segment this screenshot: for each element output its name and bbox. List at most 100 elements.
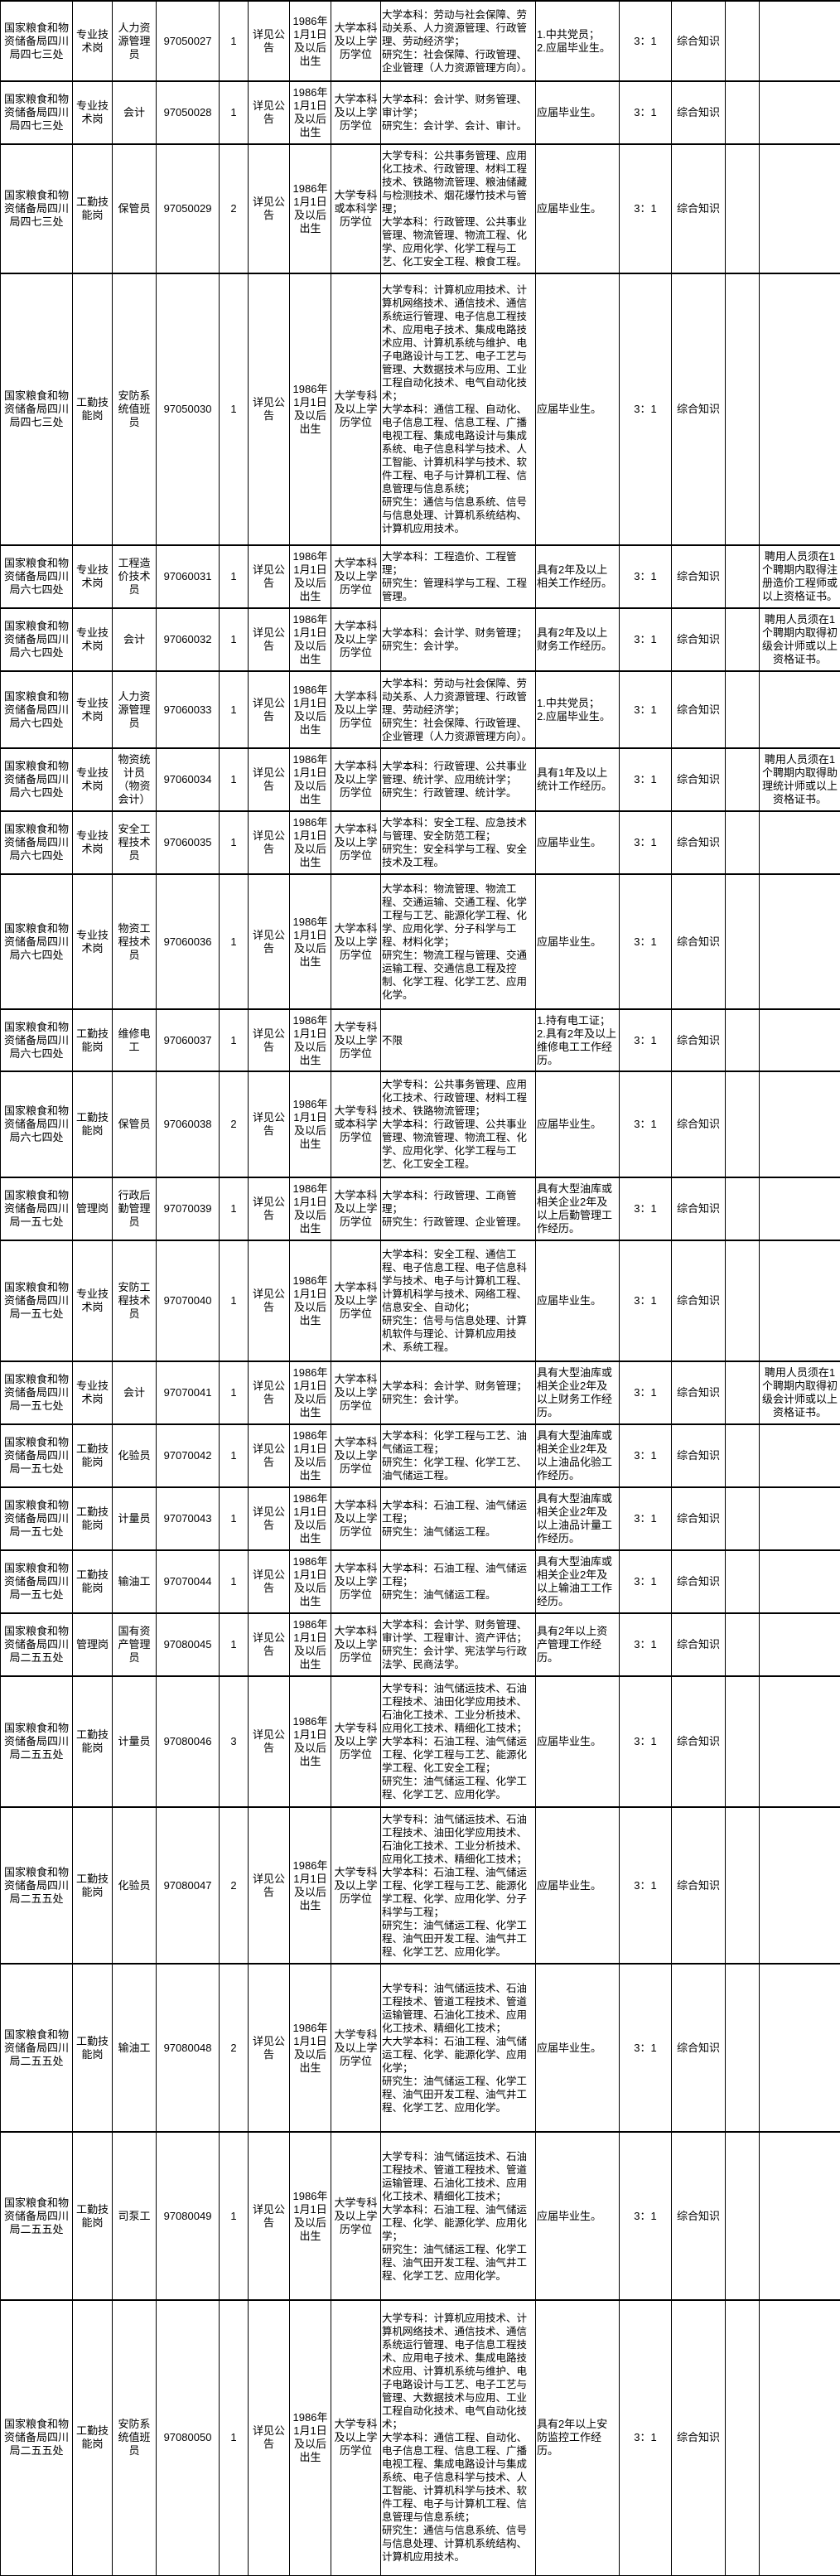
category-cell: 专业技术岗 — [73, 1, 113, 81]
unit-cell: 国家粮食和物资储备局四川局二五五处 — [1, 1807, 73, 1964]
position-code-cell: 97060037 — [157, 1009, 220, 1071]
exam-subject-cell: 综合知识 — [672, 2132, 726, 2300]
empty-cell — [726, 2132, 760, 2300]
category-cell: 专业技术岗 — [73, 1240, 113, 1361]
category-cell: 工勤技能岗 — [73, 1807, 113, 1964]
position-code-cell: 97070044 — [157, 1550, 220, 1613]
birth-requirement-cell: 1986年1月1日及以后出生 — [290, 2300, 331, 2575]
category-cell: 工勤技能岗 — [73, 273, 113, 545]
ratio-cell: 3：1 — [620, 1361, 672, 1424]
exam-subject-cell: 综合知识 — [672, 81, 726, 144]
note-cell — [760, 1240, 840, 1361]
other-requirement-cell: 1.持有电工证； 2.具有2年及以上维修电工工作经历。 — [536, 1009, 620, 1071]
empty-cell — [726, 1009, 760, 1071]
position-cell: 保管员 — [113, 144, 157, 273]
birth-requirement-cell: 1986年1月1日及以后出生 — [290, 1807, 331, 1964]
other-requirement-cell: 应届毕业生。 — [536, 811, 620, 874]
other-requirement-cell: 具有大型油库或相关企业2年及以上油品计量工作经历。 — [536, 1487, 620, 1550]
position-code-cell: 97070040 — [157, 1240, 220, 1361]
position-code-cell: 97050029 — [157, 144, 220, 273]
position-cell: 计量员 — [113, 1487, 157, 1550]
education-cell: 大学本科及以上学历学位 — [331, 1, 381, 81]
position-cell: 输油工 — [113, 1964, 157, 2132]
major-cell: 大学本科：物流管理、物流工程、交通运输、交通工程、化学工程与工艺、能源化学工程、… — [381, 874, 536, 1009]
exam-subject-cell: 综合知识 — [672, 1613, 726, 1676]
birth-requirement-cell: 1986年1月1日及以后出生 — [290, 1487, 331, 1550]
empty-cell — [726, 1361, 760, 1424]
major-cell: 大学本科：工程造价、工程管理； 研究生：管理科学与工程、工程管理。 — [381, 545, 536, 608]
ratio-cell: 3：1 — [620, 1613, 672, 1676]
requirement-cell: 详见公告 — [249, 1009, 290, 1071]
note-cell — [760, 1676, 840, 1807]
note-cell: 聘用人员须在1个聘期内取得助理统计师或以上资格证书。 — [760, 748, 840, 811]
requirement-cell: 详见公告 — [249, 811, 290, 874]
category-cell: 工勤技能岗 — [73, 1550, 113, 1613]
category-cell: 管理岗 — [73, 1613, 113, 1676]
headcount-cell: 1 — [220, 1240, 249, 1361]
empty-cell — [726, 273, 760, 545]
position-cell: 行政后勤管理员 — [113, 1177, 157, 1240]
empty-cell — [726, 1613, 760, 1676]
note-cell: 聘用人员须在1个聘期内取得初级会计师或以上资格证书。 — [760, 1361, 840, 1424]
ratio-cell: 3：1 — [620, 1071, 672, 1177]
other-requirement-cell: 应届毕业生。 — [536, 1807, 620, 1964]
major-cell: 大学本科：劳动与社会保障、劳动关系、人力资源管理、行政管理、劳动经济学； 研究生… — [381, 1, 536, 81]
note-cell: 聘用人员须在1个聘期内取得初级会计师或以上资格证书。 — [760, 608, 840, 671]
requirement-cell: 详见公告 — [249, 874, 290, 1009]
requirement-cell: 详见公告 — [249, 2132, 290, 2300]
position-code-cell: 97080045 — [157, 1613, 220, 1676]
other-requirement-cell: 应届毕业生。 — [536, 874, 620, 1009]
headcount-cell: 1 — [220, 1487, 249, 1550]
requirement-cell: 详见公告 — [249, 1240, 290, 1361]
category-cell: 工勤技能岗 — [73, 1676, 113, 1807]
empty-cell — [726, 545, 760, 608]
category-cell: 工勤技能岗 — [73, 1071, 113, 1177]
major-cell: 大学本科：会计学、财务管理、审计学、工程审计、资产评估； 研究生：会计学、宪法学… — [381, 1613, 536, 1676]
empty-cell — [726, 874, 760, 1009]
category-cell: 专业技术岗 — [73, 874, 113, 1009]
headcount-cell: 2 — [220, 1964, 249, 2132]
unit-cell: 国家粮食和物资储备局四川局一五七处 — [1, 1361, 73, 1424]
note-cell — [760, 671, 840, 748]
education-cell: 大学本科及以上学历学位 — [331, 1550, 381, 1613]
empty-cell — [726, 1807, 760, 1964]
unit-cell: 国家粮食和物资储备局四川局二五五处 — [1, 1676, 73, 1807]
empty-cell — [726, 1964, 760, 2132]
education-cell: 大学本科及以上学历学位 — [331, 811, 381, 874]
education-cell: 大学本科及以上学历学位 — [331, 1361, 381, 1424]
ratio-cell: 3：1 — [620, 545, 672, 608]
unit-cell: 国家粮食和物资储备局四川局六七四处 — [1, 811, 73, 874]
ratio-cell: 3：1 — [620, 1, 672, 81]
headcount-cell: 2 — [220, 144, 249, 273]
position-cell: 计量员 — [113, 1676, 157, 1807]
other-requirement-cell: 具有2年以上安防监控工作经历。 — [536, 2300, 620, 2575]
major-cell: 大学专科：油气储运技术、石油工程技术、油田化学应用技术、石油化工技术、工业分析技… — [381, 1676, 536, 1807]
education-cell: 大学专科及以上学历学位 — [331, 1807, 381, 1964]
birth-requirement-cell: 1986年1月1日及以后出生 — [290, 671, 331, 748]
position-code-cell: 97080046 — [157, 1676, 220, 1807]
position-code-cell: 97080050 — [157, 2300, 220, 2575]
other-requirement-cell: 应届毕业生。 — [536, 1964, 620, 2132]
exam-subject-cell: 综合知识 — [672, 1177, 726, 1240]
exam-subject-cell: 综合知识 — [672, 273, 726, 545]
exam-subject-cell: 综合知识 — [672, 1071, 726, 1177]
headcount-cell: 1 — [220, 748, 249, 811]
note-cell — [760, 1964, 840, 2132]
position-code-cell: 97060031 — [157, 545, 220, 608]
headcount-cell: 2 — [220, 1071, 249, 1177]
other-requirement-cell: 具有2年以上资产管理工作经历。 — [536, 1613, 620, 1676]
empty-cell — [726, 1487, 760, 1550]
ratio-cell: 3：1 — [620, 671, 672, 748]
other-requirement-cell: 应届毕业生。 — [536, 81, 620, 144]
exam-subject-cell: 综合知识 — [672, 2300, 726, 2575]
ratio-cell: 3：1 — [620, 144, 672, 273]
exam-subject-cell: 综合知识 — [672, 1807, 726, 1964]
